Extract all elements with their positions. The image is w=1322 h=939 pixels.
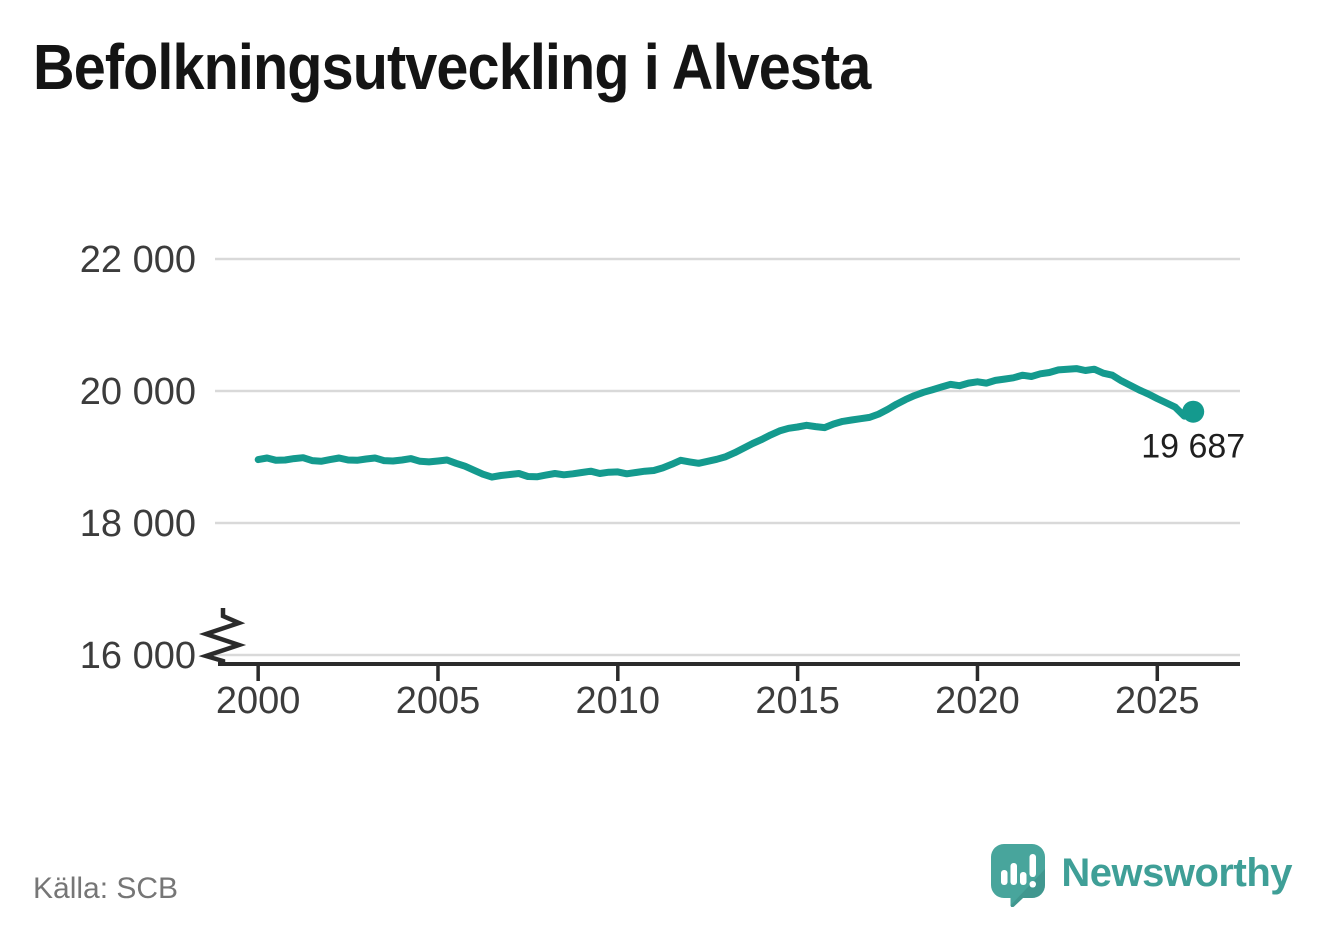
axis-break-icon (198, 608, 247, 666)
y-tick-label: 18 000 (80, 503, 196, 545)
x-axis-ticks (256, 664, 1160, 681)
x-axis-labels: 2000 2005 2010 2015 2020 2025 (216, 680, 1200, 722)
x-tick-label: 2015 (755, 680, 840, 722)
y-tick-label: 20 000 (80, 371, 196, 413)
gridlines (215, 257, 1240, 657)
newsworthy-wordmark: Newsworthy (1061, 851, 1292, 895)
newsworthy-logo: Newsworthy (990, 843, 1292, 907)
latest-value-label: 19 687 (1141, 428, 1245, 466)
y-tick-label: 22 000 (80, 239, 196, 281)
page-title: Befolkningsutveckling i Alvesta (33, 31, 871, 103)
x-tick-label: 2020 (935, 680, 1020, 722)
latest-value-dot (1182, 400, 1205, 423)
population-series-line (254, 365, 1197, 481)
x-tick-label: 2010 (576, 680, 661, 722)
x-tick-label: 2005 (396, 680, 481, 722)
x-tick-label: 2000 (216, 680, 301, 722)
newsworthy-bubble-icon (991, 844, 1046, 907)
x-tick-label: 2025 (1115, 680, 1200, 722)
y-axis-labels: 22 000 20 000 18 000 16 000 (80, 239, 196, 677)
y-tick-label: 16 000 (80, 635, 196, 677)
source-note: Källa: SCB (33, 872, 179, 905)
